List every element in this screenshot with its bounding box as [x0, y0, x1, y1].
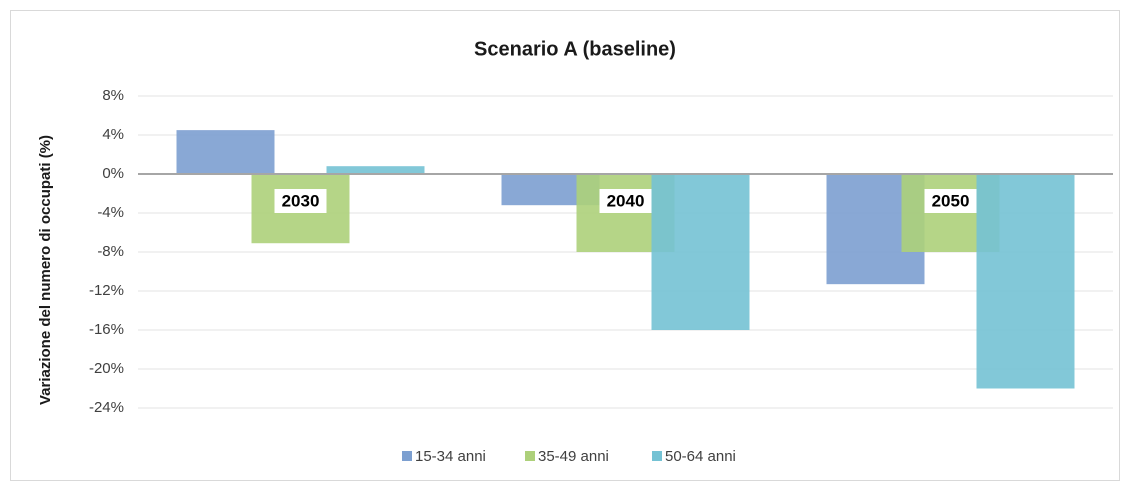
legend-swatch [652, 451, 662, 461]
x-tick-label: 2050 [932, 191, 970, 210]
y-tick-label: -24% [89, 399, 124, 416]
category-label-bg [599, 189, 652, 213]
bar [651, 174, 750, 330]
bar [176, 130, 275, 174]
category-label-bg [274, 189, 327, 213]
x-tick-label: 2030 [282, 191, 320, 210]
legend-swatch [525, 451, 535, 461]
y-tick-label: 4% [102, 126, 124, 143]
y-tick-label: -8% [97, 243, 124, 260]
bar [976, 174, 1075, 389]
y-tick-label: -16% [89, 321, 124, 338]
bar [326, 166, 425, 174]
legend-label: 15-34 anni [415, 448, 486, 465]
y-axis-label: Variazione del numero di occupati (%) [37, 135, 54, 405]
legend-label: 50-64 anni [665, 448, 736, 465]
legend-label: 35-49 anni [538, 448, 609, 465]
y-tick-label: -12% [89, 282, 124, 299]
y-tick-label: -20% [89, 360, 124, 377]
y-tick-label: -4% [97, 204, 124, 221]
category-label-bg [924, 189, 977, 213]
y-tick-label: 0% [102, 165, 124, 182]
y-tick-label: 8% [102, 87, 124, 104]
chart-title: Scenario A (baseline) [474, 38, 676, 60]
x-tick-label: 2040 [607, 191, 645, 210]
legend-swatch [402, 451, 412, 461]
